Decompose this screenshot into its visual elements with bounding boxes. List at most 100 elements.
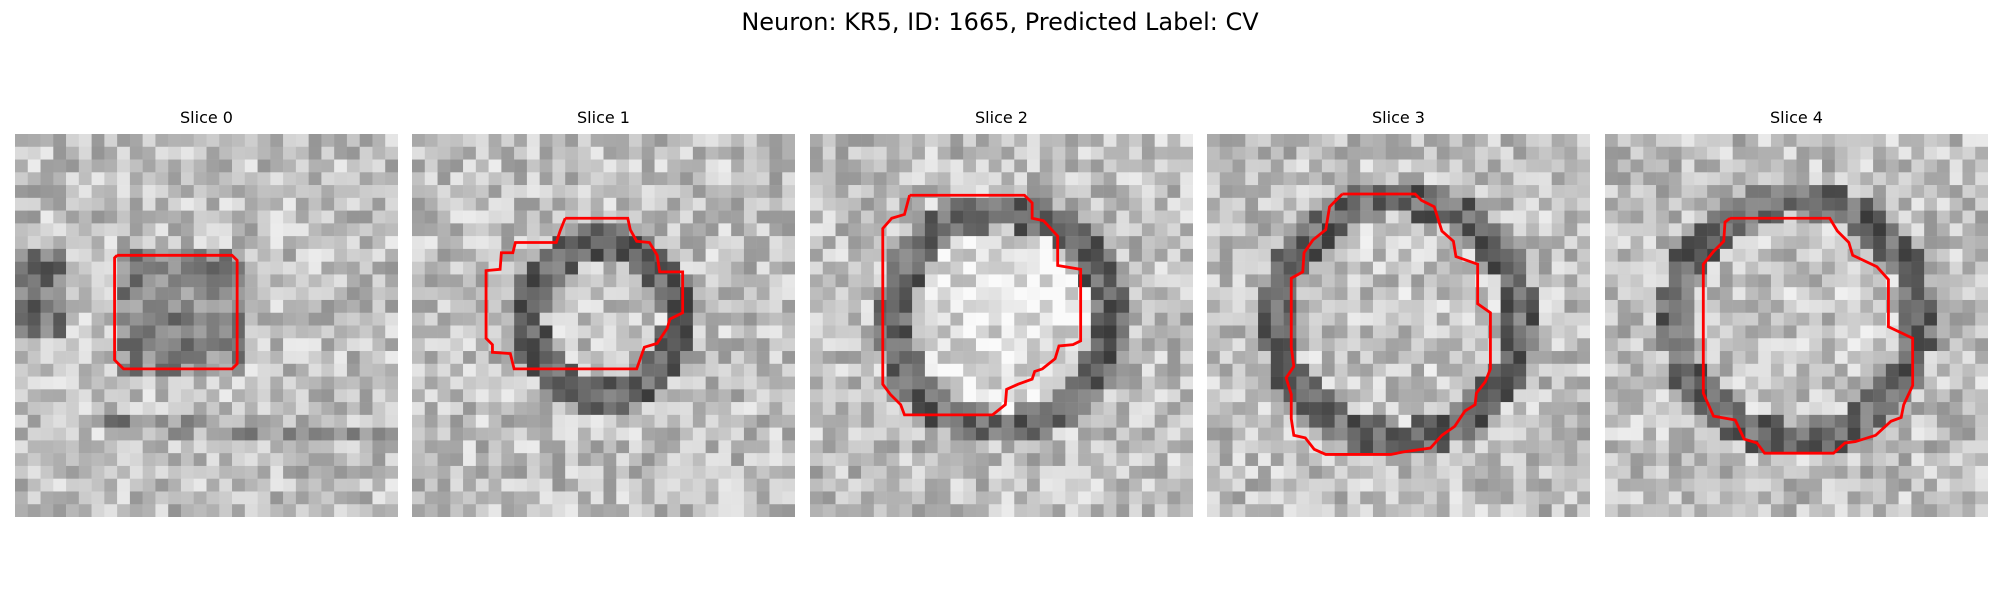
image-pixel — [1411, 134, 1424, 147]
image-pixel — [181, 389, 194, 402]
image-pixel — [92, 453, 105, 466]
image-pixel — [283, 504, 296, 517]
image-pixel — [1424, 491, 1437, 504]
image-pixel — [1694, 274, 1707, 287]
image-pixel — [1605, 491, 1618, 504]
image-pixel — [706, 351, 719, 364]
image-pixel — [874, 236, 887, 249]
image-pixel — [989, 338, 1002, 351]
image-pixel — [1053, 326, 1066, 339]
image-pixel — [667, 223, 680, 236]
image-pixel — [1886, 211, 1899, 224]
image-pixel — [1142, 377, 1155, 390]
image-pixel — [976, 440, 989, 453]
image-pixel — [1335, 479, 1348, 492]
image-pixel — [438, 134, 451, 147]
image-pixel — [283, 491, 296, 504]
image-pixel — [501, 504, 514, 517]
image-pixel — [604, 198, 617, 211]
image-pixel — [1501, 262, 1514, 275]
image-pixel — [782, 249, 795, 262]
image-pixel — [476, 504, 489, 517]
image-pixel — [425, 223, 438, 236]
image-pixel — [989, 504, 1002, 517]
image-pixel — [1631, 287, 1644, 300]
image-pixel — [1142, 415, 1155, 428]
image-pixel — [143, 479, 156, 492]
image-pixel — [1373, 313, 1386, 326]
image-pixel — [950, 338, 963, 351]
image-pixel — [976, 351, 989, 364]
image-pixel — [1347, 479, 1360, 492]
image-pixel — [1962, 326, 1975, 339]
image-pixel — [168, 274, 181, 287]
image-pixel — [976, 313, 989, 326]
image-pixel — [1220, 211, 1233, 224]
image-pixel — [1245, 236, 1258, 249]
image-pixel — [1745, 453, 1758, 466]
image-pixel — [1462, 223, 1475, 236]
image-pixel — [1924, 364, 1937, 377]
image-pixel — [693, 134, 706, 147]
image-pixel — [578, 223, 591, 236]
image-pixel — [1911, 402, 1924, 415]
image-pixel — [629, 134, 642, 147]
image-pixel — [1129, 262, 1142, 275]
image-pixel — [1656, 402, 1669, 415]
image-pixel — [667, 440, 680, 453]
image-pixel — [1758, 223, 1771, 236]
image-pixel — [194, 338, 207, 351]
image-pixel — [347, 504, 360, 517]
image-pixel — [514, 223, 527, 236]
image-pixel — [194, 223, 207, 236]
image-pixel — [1860, 223, 1873, 236]
image-pixel — [194, 287, 207, 300]
image-pixel — [1347, 287, 1360, 300]
image-pixel — [321, 491, 334, 504]
image-pixel — [1296, 313, 1309, 326]
image-pixel — [334, 453, 347, 466]
image-pixel — [412, 491, 425, 504]
image-pixel — [1399, 274, 1412, 287]
image-pixel — [861, 479, 874, 492]
image-pixel — [1924, 351, 1937, 364]
image-pixel — [130, 211, 143, 224]
image-pixel — [1962, 389, 1975, 402]
image-pixel — [15, 313, 28, 326]
image-pixel — [309, 287, 322, 300]
image-pixel — [540, 504, 553, 517]
image-pixel — [1373, 211, 1386, 224]
image-pixel — [1797, 351, 1810, 364]
image-pixel — [41, 313, 54, 326]
image-pixel — [1091, 198, 1104, 211]
image-pixel — [1577, 198, 1590, 211]
image-pixel — [1245, 313, 1258, 326]
image-pixel — [1513, 147, 1526, 160]
image-pixel — [1233, 377, 1246, 390]
image-pixel — [655, 147, 668, 160]
image-pixel — [1848, 402, 1861, 415]
image-pixel — [1618, 326, 1631, 339]
image-pixel — [861, 172, 874, 185]
image-pixel — [143, 198, 156, 211]
image-pixel — [309, 236, 322, 249]
image-pixel — [731, 377, 744, 390]
image-pixel — [861, 338, 874, 351]
image-pixel — [1322, 479, 1335, 492]
image-pixel — [372, 389, 385, 402]
image-pixel — [1245, 249, 1258, 262]
image-pixel — [1669, 160, 1682, 173]
image-pixel — [769, 198, 782, 211]
image-pixel — [616, 172, 629, 185]
image-pixel — [321, 415, 334, 428]
image-pixel — [1669, 287, 1682, 300]
image-pixel — [1053, 479, 1066, 492]
image-pixel — [232, 479, 245, 492]
image-pixel — [155, 198, 168, 211]
image-pixel — [757, 415, 770, 428]
image-pixel — [1424, 249, 1437, 262]
image-pixel — [321, 479, 334, 492]
image-pixel — [296, 479, 309, 492]
image-pixel — [591, 172, 604, 185]
image-pixel — [283, 236, 296, 249]
